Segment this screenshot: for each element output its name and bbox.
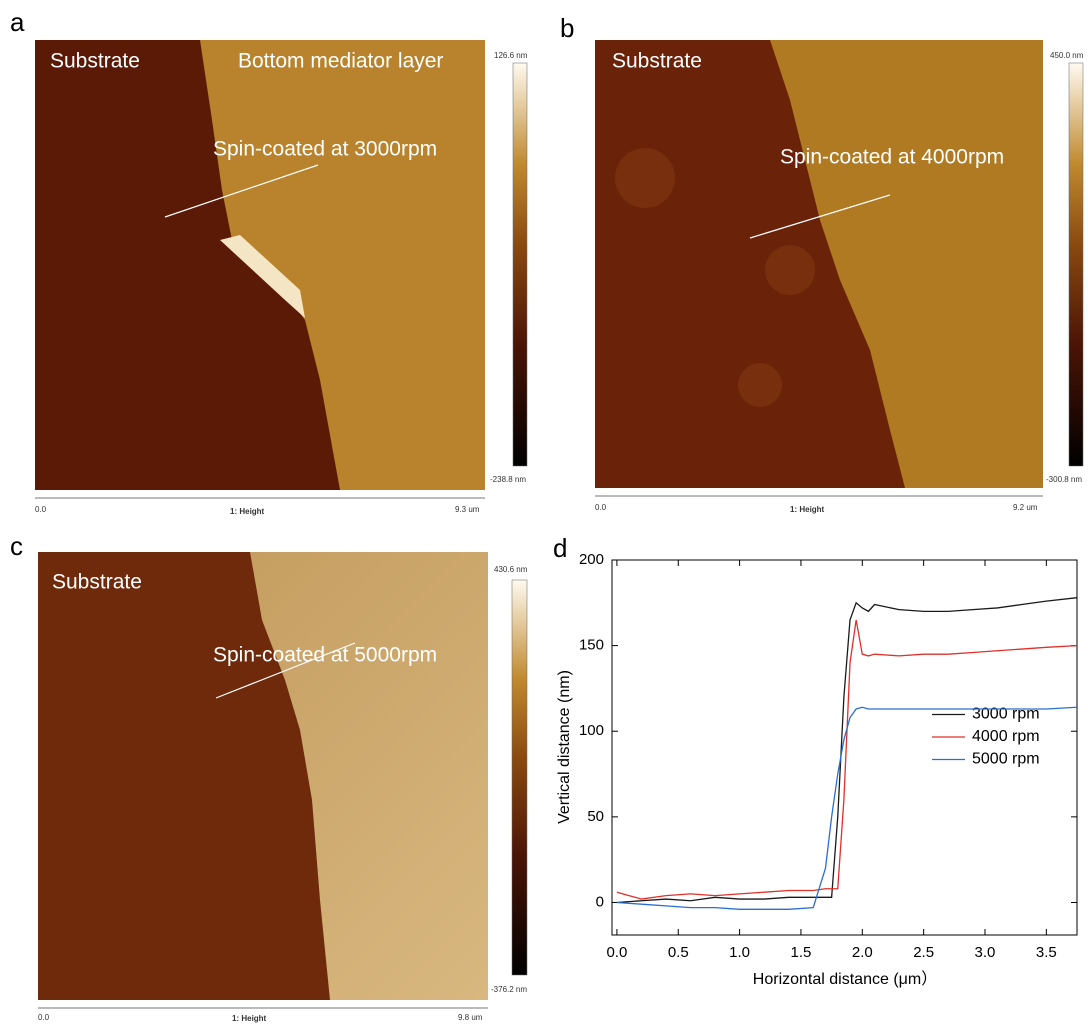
legend-label: 5000 rpm (972, 751, 1040, 768)
annotation: Bottom mediator layer (238, 50, 443, 73)
panel-letter: b (560, 13, 574, 43)
panel-d: d Horizontal distance (μm） Vertical dist… (553, 533, 1078, 988)
annotation: Spin-coated at 4000rpm (780, 146, 1004, 169)
panel-c: c Substrate Spin-coated at 5000rpm 430.6… (10, 531, 528, 1023)
substrate-region (595, 40, 905, 488)
panel-b: b Substrate Spin-coated at 4000rpm 450.0… (560, 13, 1084, 514)
blob (765, 245, 815, 295)
color-bar (512, 62, 528, 467)
y-tick-label: 200 (579, 551, 604, 568)
x-tick-label: 3.5 (1036, 944, 1057, 961)
substrate-region (35, 40, 340, 490)
profile-line (215, 642, 356, 699)
annotation: Substrate (612, 50, 702, 73)
blob (615, 148, 675, 208)
legend-label: 4000 rpm (972, 728, 1040, 745)
scale-end: 9.3 um (455, 505, 480, 514)
blob (738, 363, 782, 407)
scale-start: 0.0 (35, 505, 47, 514)
channel-label: 1: Height (790, 505, 825, 514)
x-tick-label: 2.0 (852, 944, 873, 961)
data-line (616, 597, 1078, 904)
color-bar (1068, 62, 1084, 467)
plot-frame (611, 559, 1078, 936)
x-tick-label: 2.5 (913, 944, 934, 961)
y-tick-label: 0 (596, 893, 604, 910)
panel-letter: a (10, 7, 25, 37)
y-tick-label: 100 (579, 722, 604, 739)
x-tick-label: 0.5 (668, 944, 689, 961)
legend-label: 3000 rpm (972, 706, 1040, 723)
scale-max: 126.6 nm (494, 51, 528, 60)
particle (220, 235, 305, 318)
annotation: Substrate (52, 571, 142, 594)
panel-letter: d (553, 533, 567, 563)
data-line (616, 706, 1078, 910)
x-tick-label: 3.0 (975, 944, 996, 961)
annotation: Spin-coated at 5000rpm (213, 644, 437, 667)
x-tick-label: 1.0 (729, 944, 750, 961)
y-tick-label: 50 (587, 808, 604, 825)
x-tick-label: 1.5 (791, 944, 812, 961)
scale-end: 9.8 um (458, 1013, 483, 1022)
scale-start: 0.0 (38, 1013, 50, 1022)
scale-end: 9.2 um (1013, 503, 1038, 512)
profile-line (164, 164, 319, 218)
panel-letter: c (10, 531, 23, 561)
scale-max: 430.6 nm (494, 565, 528, 574)
scale-min: -376.2 nm (491, 985, 527, 994)
scale-max: 450.0 nm (1050, 51, 1084, 60)
annotation: Substrate (50, 50, 140, 73)
color-bar (511, 579, 528, 976)
annotation: Spin-coated at 3000rpm (213, 138, 437, 161)
profile-line (749, 194, 891, 239)
channel-label: 1: Height (230, 507, 265, 516)
x-tick-label: 0.0 (606, 944, 627, 961)
x-axis-label: Horizontal distance (μm） (753, 970, 937, 988)
y-tick-label: 150 (579, 637, 604, 654)
scale-start: 0.0 (595, 503, 607, 512)
scale-min: -300.8 nm (1046, 475, 1082, 484)
channel-label: 1: Height (232, 1014, 267, 1023)
scale-min: -238.8 nm (490, 475, 526, 484)
panel-a: a Substrate Bottom mediator layer Spin-c… (10, 7, 528, 516)
data-line (616, 619, 1078, 900)
substrate-region (38, 552, 330, 1000)
y-axis-label: Vertical distance (nm) (556, 670, 573, 824)
